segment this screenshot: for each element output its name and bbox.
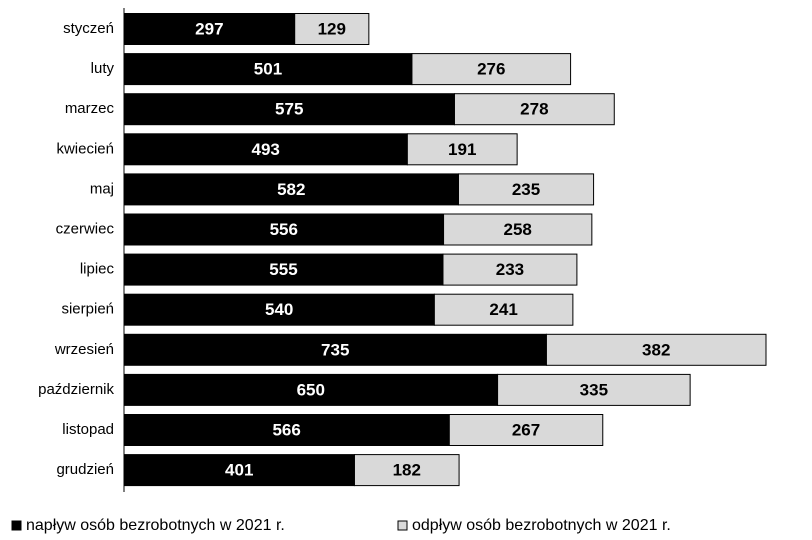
category-label: lipiec (80, 261, 115, 278)
bar-segment (123, 253, 444, 286)
value-label: 540 (265, 300, 293, 319)
bar-segment (123, 93, 455, 126)
bar-segment (448, 414, 604, 446)
bar-segment (123, 133, 408, 166)
value-label: 267 (512, 420, 540, 439)
value-label: 650 (297, 380, 325, 399)
value-label: 182 (393, 461, 421, 480)
bar-segment (123, 414, 450, 446)
category-label: październik (38, 381, 114, 398)
value-label: 297 (195, 19, 223, 38)
value-label: 278 (520, 100, 548, 119)
bar-segment (545, 333, 767, 366)
value-label: 501 (254, 60, 282, 79)
category-label: czerwiec (56, 220, 115, 237)
legend-label: napływ osób bezrobotnych w 2021 r. (26, 517, 285, 534)
category-label: styczeń (63, 20, 114, 37)
bar-segment (123, 373, 499, 406)
category-label: listopad (62, 421, 114, 438)
value-label: 493 (251, 140, 279, 159)
bar-segment (433, 293, 574, 326)
category-label: kwiecień (56, 140, 114, 157)
legend-swatch (397, 520, 408, 531)
value-label: 555 (269, 260, 297, 279)
bar-segment (406, 133, 518, 166)
value-label: 233 (496, 260, 524, 279)
bar-segment (411, 53, 572, 86)
legend-swatch (11, 520, 22, 531)
value-label: 191 (448, 140, 476, 159)
bar-segment (123, 454, 355, 487)
value-label: 258 (504, 220, 532, 239)
value-label: 129 (318, 19, 346, 38)
bar-segment (497, 373, 691, 406)
value-label: 276 (477, 60, 505, 79)
value-label: 735 (321, 340, 349, 359)
value-label: 382 (642, 340, 670, 359)
bar-segment (453, 93, 615, 126)
value-label: 235 (512, 180, 540, 199)
value-label: 582 (277, 180, 305, 199)
value-label: 401 (225, 461, 253, 480)
bar-segment (443, 213, 593, 246)
legend-label: odpływ osób bezrobotnych w 2021 r. (412, 517, 671, 534)
category-label: grudzień (56, 461, 114, 478)
value-label: 556 (270, 220, 298, 239)
bar-segment (353, 454, 460, 487)
category-label: sierpień (61, 301, 114, 318)
category-label: maj (90, 180, 114, 197)
bar-segment (294, 13, 370, 45)
category-label: luty (91, 60, 115, 77)
value-label: 241 (489, 300, 517, 319)
bar-segment (123, 13, 296, 45)
value-label: 575 (275, 100, 303, 119)
value-label: 566 (272, 420, 300, 439)
bar-segment (442, 253, 578, 286)
category-label: marzec (65, 100, 115, 117)
value-label: 335 (580, 380, 608, 399)
category-label: wrzesień (54, 341, 114, 358)
bar-segment (458, 173, 595, 206)
bar-segment (123, 53, 413, 86)
